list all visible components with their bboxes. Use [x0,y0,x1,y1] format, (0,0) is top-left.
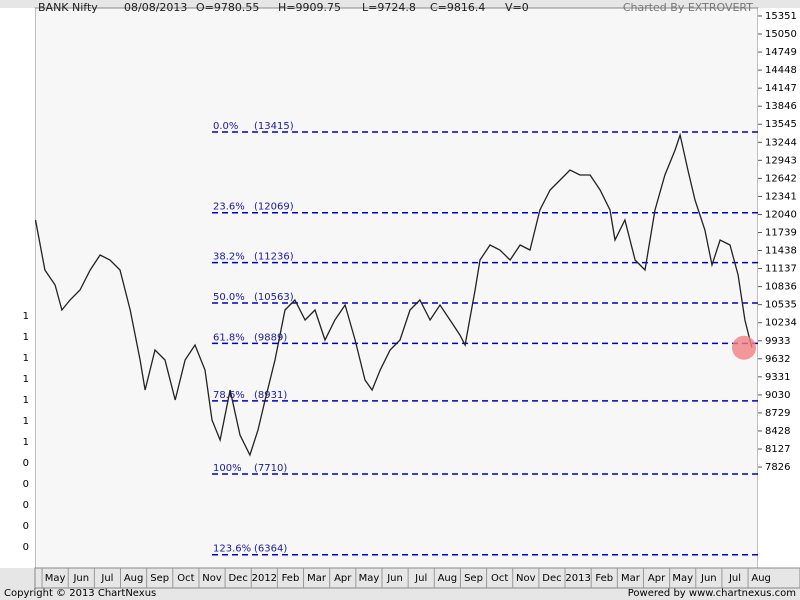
y-tick-label: 14448 [765,65,797,76]
left-axis-label: 1 [23,374,29,385]
x-tick-label: Jul [728,573,741,584]
header-close: C=9816.4 [430,1,485,14]
x-tick-label: May [672,573,693,584]
x-tick-label: Jul [414,573,427,584]
y-tick-label: 8428 [765,426,790,437]
credit: Charted By EXTROVERT [623,1,753,14]
plot-area [34,7,759,569]
y-tick-label: 10234 [765,318,797,329]
fib-percent: 123.6% [213,544,251,555]
x-tick-label: Sep [464,573,483,584]
x-tick-label: 2012 [252,573,277,584]
y-tick-label: 15050 [765,29,797,40]
x-tick-label: May [359,573,380,584]
left-axis-label: 1 [23,395,29,406]
y-tick-label: 10535 [765,300,797,311]
x-tick-label: Jun [700,573,717,584]
left-axis-label: 1 [23,416,29,427]
y-tick-label: 13846 [765,101,797,112]
x-tick-label: Jun [72,573,89,584]
header-high: H=9909.75 [278,1,341,14]
fib-percent: 38.2% [213,252,245,263]
x-tick-label: Mar [307,573,327,584]
x-tick-label: Jul [100,573,113,584]
y-tick-label: 12341 [765,191,797,202]
right-axis-area [758,8,800,568]
fib-price: (6364) [254,544,287,555]
header-open: O=9780.55 [196,1,259,14]
fib-percent: 61.8% [213,332,245,343]
left-axis-label: 0 [23,542,29,553]
fib-price: (10563) [254,292,294,303]
header-low: L=9724.8 [362,1,416,14]
x-tick-label: Apr [648,573,666,584]
y-tick-label: 11438 [765,246,797,257]
fib-price: (11236) [254,252,294,263]
y-tick-label: 14147 [765,83,797,94]
x-tick-label: Aug [438,573,458,584]
fib-percent: 0.0% [213,121,238,132]
x-axis-area [34,567,800,589]
y-tick-label: 8729 [765,408,790,419]
y-tick-label: 8127 [765,444,790,455]
x-tick-label: 2013 [565,573,590,584]
x-tick-label: Oct [177,573,194,584]
y-tick-label: 9632 [765,354,790,365]
y-tick-label: 9331 [765,372,790,383]
x-tick-label: Jun [386,573,403,584]
left-axis-label: 1 [23,437,29,448]
price-line [34,132,753,457]
left-axis-label: 0 [23,500,29,511]
x-tick-label: Feb [282,573,300,584]
y-tick-label: 13545 [765,119,797,130]
fib-percent: 100% [213,463,242,474]
fib-price: (12069) [254,202,294,213]
x-tick-label: Dec [542,573,561,584]
fib-price: (9889) [254,332,287,343]
y-tick-label: 12040 [765,209,797,220]
x-tick-label: Nov [516,573,536,584]
x-tick-label: Aug [124,573,144,584]
fib-price: (8931) [254,390,287,401]
y-tick-label: 13244 [765,137,797,148]
x-tick-label: Aug [751,573,771,584]
left-axis-label: 0 [23,479,29,490]
left-axis-label: 0 [23,458,29,469]
x-tick-label: Mar [621,573,641,584]
x-tick-label: Nov [202,573,222,584]
x-tick-label: May [45,573,66,584]
y-tick-label: 12943 [765,155,797,166]
last-price-highlight [731,335,756,360]
y-tick-label: 11739 [765,227,797,238]
y-tick-label: 9933 [765,336,790,347]
y-tick-label: 11137 [765,264,797,275]
left-axis-area [0,8,35,568]
left-axis-label: 1 [23,311,29,322]
fib-price: (13415) [254,121,294,132]
x-tick-label: Sep [150,573,169,584]
y-tick-label: 10836 [765,282,797,293]
y-tick-label: 14749 [765,47,797,58]
y-tick-label: 12642 [765,173,797,184]
x-tick-label: Dec [228,573,247,584]
fib-price: (7710) [254,463,287,474]
x-tick-label: Apr [334,573,352,584]
left-axis-label: 0 [23,521,29,532]
y-tick-label: 7826 [765,462,790,473]
y-tick-label: 15351 [765,11,797,22]
x-tick-label: Feb [595,573,613,584]
header-date: 08/08/2013 [124,1,187,14]
fib-percent: 23.6% [213,202,245,213]
copyright: Copyright © 2013 ChartNexus [4,588,156,599]
left-axis-label: 1 [23,353,29,364]
fib-percent: 50.0% [213,292,245,303]
x-tick-label: Oct [491,573,508,584]
powered-by: Powered by www.chartnexus.com [628,588,796,599]
header-volume: V=0 [505,1,529,14]
left-axis-label: 1 [23,332,29,343]
chart-title: BANK Nifty [38,1,98,14]
y-tick-label: 9030 [765,390,790,401]
